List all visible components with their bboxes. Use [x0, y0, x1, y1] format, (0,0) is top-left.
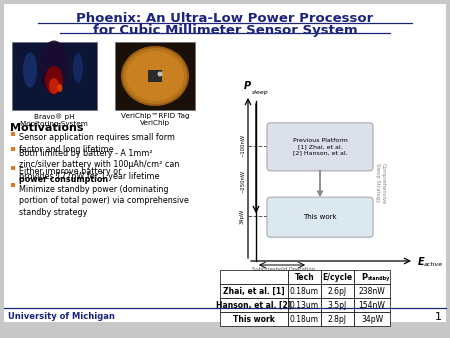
Text: Previous Platform
[1] Zhai, et al.
[2] Hanson, et al.: Previous Platform [1] Zhai, et al. [2] H… [292, 138, 347, 156]
Bar [288, 298, 321, 312]
Bar [12, 42, 97, 110]
FancyBboxPatch shape [267, 197, 373, 237]
Text: 238nW: 238nW [359, 287, 385, 295]
Text: Phoenix: An Ultra-Low Power Processor: Phoenix: An Ultra-Low Power Processor [76, 12, 373, 25]
Text: power consumption: power consumption [19, 175, 108, 185]
Text: 0.18um: 0.18um [290, 314, 319, 323]
Bar [220, 312, 288, 326]
Ellipse shape [158, 72, 162, 76]
Text: 34pW: 34pW [361, 314, 383, 323]
Text: standby: standby [368, 276, 390, 281]
Bar [115, 42, 195, 110]
Text: Motivations: Motivations [10, 123, 84, 133]
Text: Comprehensive
Sleep Strategy: Comprehensive Sleep Strategy [375, 163, 386, 205]
Bar [220, 298, 288, 312]
Bar [220, 270, 288, 284]
Bar [11, 166, 15, 169]
Ellipse shape [23, 52, 37, 88]
Ellipse shape [73, 53, 83, 83]
Text: P: P [243, 81, 251, 91]
Text: 34pW: 34pW [240, 209, 245, 224]
Text: 154nW: 154nW [359, 300, 386, 310]
Bar [220, 284, 288, 298]
Text: 0.13um: 0.13um [290, 300, 319, 310]
Bar [11, 183, 15, 187]
Bar [11, 146, 15, 150]
Text: active: active [424, 263, 443, 267]
Ellipse shape [123, 48, 187, 104]
Bar [288, 284, 321, 298]
Text: Both limited by battery - A 1mm²
zinc/silver battery with 100μAh/cm² can
provide: Both limited by battery - A 1mm² zinc/si… [19, 148, 180, 181]
Bar [148, 70, 162, 82]
Text: E: E [418, 257, 425, 267]
Text: sleep: sleep [252, 90, 269, 95]
Ellipse shape [45, 66, 63, 94]
Text: Zhai, et al. [1]: Zhai, et al. [1] [223, 287, 285, 295]
Ellipse shape [126, 51, 184, 101]
Text: Minimize standby power (dominating
portion of total power) via comprehensive
sta: Minimize standby power (dominating porti… [19, 185, 189, 217]
Text: 1: 1 [435, 312, 442, 322]
Text: E/cycle: E/cycle [323, 272, 352, 282]
Bar [11, 131, 15, 136]
FancyBboxPatch shape [267, 123, 373, 171]
Bar [321, 284, 354, 298]
Text: ~100nW: ~100nW [240, 134, 245, 158]
Bar [288, 270, 321, 284]
Ellipse shape [58, 84, 63, 92]
Text: Bravo® pH
Monitoring System: Bravo® pH Monitoring System [20, 113, 88, 127]
Ellipse shape [49, 78, 59, 94]
Text: Tech: Tech [295, 272, 315, 282]
Text: ~250nW: ~250nW [240, 169, 245, 193]
Text: This work: This work [233, 314, 275, 323]
Bar [354, 270, 390, 284]
Bar [288, 312, 321, 326]
Bar [321, 312, 354, 326]
Bar [354, 312, 390, 326]
Bar [354, 298, 390, 312]
Text: P: P [361, 272, 367, 282]
Bar [321, 298, 354, 312]
Text: for Cubic Millimeter Sensor System: for Cubic Millimeter Sensor System [93, 24, 357, 37]
Text: Sensor application requires small form
factor and long lifetime: Sensor application requires small form f… [19, 134, 175, 154]
Text: 0.18um: 0.18um [290, 287, 319, 295]
Bar [321, 270, 354, 284]
Text: This work: This work [303, 214, 337, 220]
Bar [354, 284, 390, 298]
Text: Either improve battery or: Either improve battery or [19, 168, 124, 176]
Ellipse shape [39, 41, 69, 96]
Ellipse shape [121, 46, 189, 106]
Text: 3.5pJ: 3.5pJ [328, 300, 347, 310]
Text: 2.8pJ: 2.8pJ [328, 314, 347, 323]
Text: University of Michigan: University of Michigan [8, 312, 115, 321]
Text: Subthreshold Operation
~pJ Per Inst.: Subthreshold Operation ~pJ Per Inst. [252, 267, 315, 278]
Text: VeriChip™RFID Tag
VeriChip: VeriChip™RFID Tag VeriChip [121, 113, 189, 126]
Text: Hanson, et al. [2]: Hanson, et al. [2] [216, 300, 292, 310]
Text: 2.6pJ: 2.6pJ [328, 287, 347, 295]
